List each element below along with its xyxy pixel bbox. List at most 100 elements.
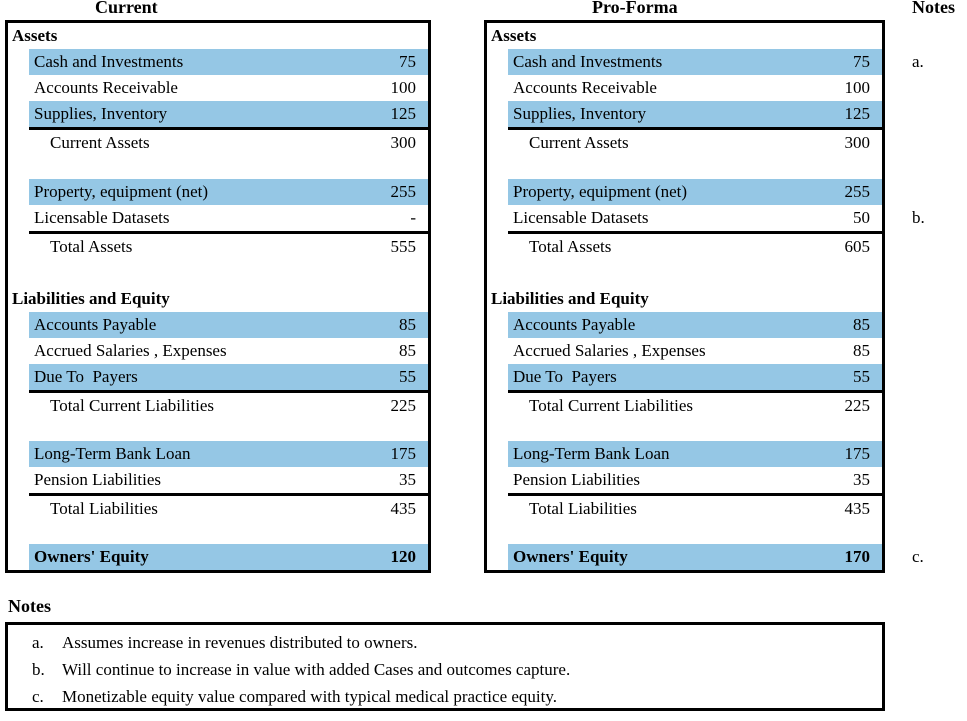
row-value: 75 xyxy=(853,52,870,71)
row-total-current-liabilities: Total Current Liabilities 225 xyxy=(487,393,882,419)
row-property-equipment: Property, equipment (net) 255 xyxy=(29,179,428,205)
row-label: Licensable Datasets xyxy=(34,208,170,227)
row-value: 555 xyxy=(390,237,417,256)
section-label: Liabilities and Equity xyxy=(491,289,649,308)
row-accounts-receivable: Accounts Receivable 100 xyxy=(508,75,882,101)
row-label: Accounts Payable xyxy=(513,315,636,334)
row-label: Due To Payers xyxy=(34,367,138,386)
row-label: Due To Payers xyxy=(513,367,617,386)
row-value: - xyxy=(410,208,416,227)
row-value: 55 xyxy=(853,367,870,386)
row-supplies-inventory: Supplies, Inventory 125 xyxy=(29,101,428,130)
section-row-liabilities-equity: Liabilities and Equity xyxy=(487,286,882,312)
spacer-row xyxy=(487,260,882,286)
row-value: 125 xyxy=(390,104,417,123)
spacer-row xyxy=(8,260,428,286)
row-accrued-salaries: Accrued Salaries , Expenses 85 xyxy=(29,338,428,364)
row-long-term-bank-loan: Long-Term Bank Loan 175 xyxy=(508,441,882,467)
row-label: Current Assets xyxy=(50,133,150,152)
row-label: Total Liabilities xyxy=(529,499,637,518)
balance-sheet-proforma: Assets Cash and Investments 75 a. Accounts… xyxy=(484,20,925,573)
row-cash-and-investments: Cash and Investments 75 xyxy=(29,49,428,75)
row-label: Licensable Datasets xyxy=(513,208,649,227)
row-due-to-payers: Due To Payers 55 xyxy=(508,364,882,393)
notes-heading: Notes xyxy=(8,596,51,616)
row-label: Total Current Liabilities xyxy=(529,396,694,415)
row-total-assets: Total Assets 555 xyxy=(8,234,428,260)
row-owners-equity: Owners' Equity 170 c. xyxy=(508,544,924,570)
row-value: 120 xyxy=(390,547,417,566)
row-value: 35 xyxy=(853,470,870,489)
column-title-current: Current xyxy=(95,0,158,17)
row-accounts-payable: Accounts Payable 85 xyxy=(508,312,882,338)
row-licensable-datasets: Licensable Datasets 50 b. xyxy=(508,205,925,234)
row-value: 225 xyxy=(390,396,417,415)
row-value: 50 xyxy=(853,208,870,227)
row-accrued-salaries: Accrued Salaries , Expenses 85 xyxy=(508,338,882,364)
row-value: 55 xyxy=(399,367,416,386)
row-value: 435 xyxy=(844,499,871,518)
row-total-liabilities: Total Liabilities 435 xyxy=(8,496,428,522)
row-owners-equity: Owners' Equity 120 xyxy=(29,544,428,570)
note-text: Assumes increase in revenues distributed… xyxy=(62,633,418,652)
row-value: 75 xyxy=(399,52,416,71)
row-label: Long-Term Bank Loan xyxy=(513,444,670,463)
spacer-row xyxy=(8,522,428,544)
row-value: 255 xyxy=(844,182,871,201)
note-ref-a: a. xyxy=(912,52,924,71)
balance-sheet-current: Assets Cash and Investments 75 Accounts R… xyxy=(5,20,431,573)
row-label: Property, equipment (net) xyxy=(34,182,209,201)
row-label: Supplies, Inventory xyxy=(513,104,647,123)
note-text: Will continue to increase in value with … xyxy=(62,660,571,679)
row-property-equipment: Property, equipment (net) 255 xyxy=(508,179,882,205)
row-long-term-bank-loan: Long-Term Bank Loan 175 xyxy=(29,441,428,467)
note-ref-b: b. xyxy=(912,208,925,227)
row-cash-and-investments: Cash and Investments 75 a. xyxy=(508,49,924,75)
row-label: Accrued Salaries , Expenses xyxy=(513,341,706,360)
row-label: Cash and Investments xyxy=(34,52,184,71)
row-value: 85 xyxy=(399,341,416,360)
spacer-row xyxy=(487,522,882,544)
row-value: 435 xyxy=(390,499,417,518)
notes-box: a. Assumes increase in revenues distribu… xyxy=(5,622,885,711)
row-value: 300 xyxy=(390,133,417,152)
note-marker: b. xyxy=(32,660,45,679)
note-item-b: b. Will continue to increase in value wi… xyxy=(32,656,882,683)
section-label: Liabilities and Equity xyxy=(12,289,170,308)
row-label: Accounts Receivable xyxy=(513,78,657,97)
row-pension-liabilities: Pension Liabilities 35 xyxy=(508,467,882,496)
row-label: Accounts Payable xyxy=(34,315,157,334)
column-title-proforma: Pro-Forma xyxy=(592,0,678,17)
row-total-current-liabilities: Total Current Liabilities 225 xyxy=(8,393,428,419)
row-label: Owners' Equity xyxy=(513,547,628,566)
row-label: Property, equipment (net) xyxy=(513,182,688,201)
row-total-liabilities: Total Liabilities 435 xyxy=(487,496,882,522)
row-value: 85 xyxy=(853,315,870,334)
note-marker: a. xyxy=(32,633,44,652)
row-label: Pension Liabilities xyxy=(513,470,641,489)
row-accounts-receivable: Accounts Receivable 100 xyxy=(29,75,428,101)
row-label: Total Liabilities xyxy=(50,499,158,518)
row-total-assets: Total Assets 605 xyxy=(487,234,882,260)
row-label: Total Assets xyxy=(50,237,133,256)
section-label: Assets xyxy=(491,26,537,45)
row-value: 175 xyxy=(390,444,417,463)
section-row-assets: Assets xyxy=(8,23,428,49)
row-value: 85 xyxy=(853,341,870,360)
row-value: 175 xyxy=(844,444,871,463)
column-title-notes: Notes xyxy=(912,0,955,17)
row-label: Owners' Equity xyxy=(34,547,149,566)
row-value: 85 xyxy=(399,315,416,334)
row-value: 125 xyxy=(844,104,871,123)
note-ref-c: c. xyxy=(912,547,924,566)
row-value: 225 xyxy=(844,396,871,415)
spacer-row xyxy=(8,419,428,441)
row-label: Current Assets xyxy=(529,133,629,152)
row-label: Supplies, Inventory xyxy=(34,104,168,123)
row-label: Cash and Investments xyxy=(513,52,663,71)
row-value: 605 xyxy=(844,237,871,256)
row-current-assets-subtotal: Current Assets 300 xyxy=(487,130,882,156)
note-text: Monetizable equity value compared with t… xyxy=(62,687,558,706)
row-label: Accrued Salaries , Expenses xyxy=(34,341,227,360)
section-row-assets: Assets xyxy=(487,23,882,49)
